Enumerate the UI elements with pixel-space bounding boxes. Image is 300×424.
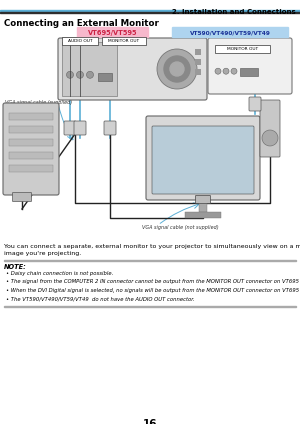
Bar (4, 260, 296, 261)
Circle shape (262, 130, 278, 146)
Circle shape (223, 68, 229, 74)
FancyBboxPatch shape (249, 97, 261, 111)
Text: VT695/VT595: VT695/VT595 (88, 30, 138, 36)
Bar (0, 9, 300, 11)
Text: VGA signal cable (supplied): VGA signal cable (supplied) (5, 100, 72, 105)
FancyBboxPatch shape (74, 121, 86, 135)
FancyBboxPatch shape (102, 37, 146, 45)
Circle shape (76, 71, 83, 78)
Text: MONITOR OUT: MONITOR OUT (108, 39, 140, 44)
Text: MONITOR OUT: MONITOR OUT (227, 47, 258, 51)
FancyBboxPatch shape (77, 27, 149, 38)
FancyBboxPatch shape (172, 27, 289, 38)
Text: You can connect a separate, external monitor to your projector to simultaneously: You can connect a separate, external mon… (4, 244, 300, 249)
Bar (9, 152, 53, 159)
Circle shape (164, 56, 190, 82)
FancyBboxPatch shape (3, 103, 59, 195)
FancyBboxPatch shape (146, 116, 260, 200)
FancyBboxPatch shape (208, 38, 292, 94)
Circle shape (231, 68, 237, 74)
Bar (195, 59, 201, 65)
Text: NOTE:: NOTE: (4, 264, 27, 270)
Circle shape (86, 71, 94, 78)
FancyBboxPatch shape (13, 192, 32, 201)
Circle shape (157, 49, 197, 89)
Text: • Daisy chain connection is not possible.: • Daisy chain connection is not possible… (6, 271, 113, 276)
Circle shape (215, 68, 221, 74)
Text: VT590/VT490/VT59/VT49: VT590/VT490/VT59/VT49 (190, 31, 271, 36)
FancyBboxPatch shape (215, 45, 270, 53)
Text: • The signal from the COMPUTER 2 IN connector cannot be output from the MONITOR : • The signal from the COMPUTER 2 IN conn… (6, 279, 300, 285)
Text: 2. Installation and Connections: 2. Installation and Connections (172, 9, 296, 16)
Bar (240, 68, 258, 76)
Bar (9, 126, 53, 133)
Bar (9, 113, 53, 120)
Bar (9, 165, 53, 172)
Bar (62, 42, 117, 96)
Text: Connecting an External Monitor: Connecting an External Monitor (4, 19, 159, 28)
Bar (9, 139, 53, 146)
Text: • The VT590/VT490/VT59/VT49  do not have the AUDIO OUT connector.: • The VT590/VT490/VT59/VT49 do not have … (6, 296, 194, 301)
FancyBboxPatch shape (58, 38, 207, 100)
Text: image you're projecting.: image you're projecting. (4, 251, 81, 256)
Circle shape (170, 62, 184, 76)
FancyBboxPatch shape (152, 126, 254, 194)
Bar (195, 49, 201, 55)
Bar (98, 73, 112, 81)
Bar (195, 69, 201, 75)
FancyBboxPatch shape (196, 195, 211, 204)
FancyBboxPatch shape (104, 121, 116, 135)
Text: 16: 16 (143, 419, 157, 424)
FancyBboxPatch shape (260, 100, 280, 157)
Text: AUDIO OUT: AUDIO OUT (68, 39, 92, 44)
FancyBboxPatch shape (64, 121, 76, 135)
Text: • When the DVI Digital signal is selected, no signals will be output from the MO: • When the DVI Digital signal is selecte… (6, 288, 300, 293)
FancyBboxPatch shape (62, 37, 98, 45)
Bar (185, 212, 221, 218)
Bar (199, 198, 207, 212)
Text: VGA signal cable (not supplied): VGA signal cable (not supplied) (142, 225, 219, 230)
Circle shape (67, 71, 73, 78)
